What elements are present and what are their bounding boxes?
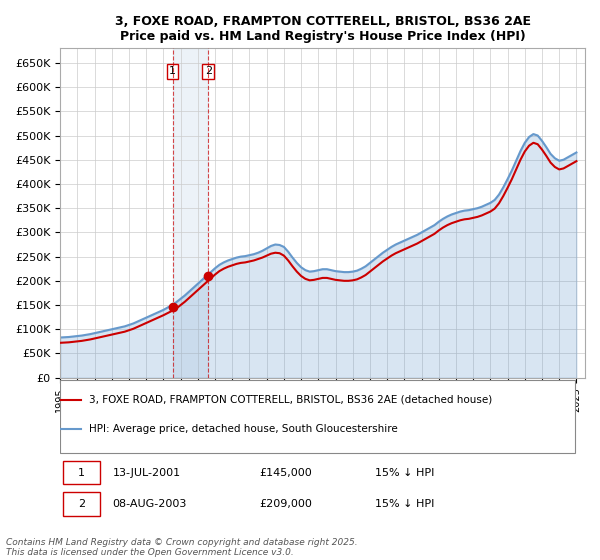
Text: 1: 1 bbox=[78, 468, 85, 478]
Text: Contains HM Land Registry data © Crown copyright and database right 2025.
This d: Contains HM Land Registry data © Crown c… bbox=[6, 538, 358, 557]
FancyBboxPatch shape bbox=[63, 461, 100, 484]
Text: 1: 1 bbox=[169, 67, 176, 76]
Text: 2: 2 bbox=[205, 67, 212, 76]
Text: 3, FOXE ROAD, FRAMPTON COTTERELL, BRISTOL, BS36 2AE (detached house): 3, FOXE ROAD, FRAMPTON COTTERELL, BRISTO… bbox=[89, 395, 493, 405]
FancyBboxPatch shape bbox=[63, 492, 100, 516]
FancyBboxPatch shape bbox=[60, 380, 575, 453]
Title: 3, FOXE ROAD, FRAMPTON COTTERELL, BRISTOL, BS36 2AE
Price paid vs. HM Land Regis: 3, FOXE ROAD, FRAMPTON COTTERELL, BRISTO… bbox=[115, 15, 530, 43]
Text: HPI: Average price, detached house, South Gloucestershire: HPI: Average price, detached house, Sout… bbox=[89, 424, 398, 434]
Text: 08-AUG-2003: 08-AUG-2003 bbox=[113, 499, 187, 509]
Text: 15% ↓ HPI: 15% ↓ HPI bbox=[375, 499, 434, 509]
Bar bbox=[173, 48, 208, 377]
Text: £145,000: £145,000 bbox=[260, 468, 313, 478]
Text: 13-JUL-2001: 13-JUL-2001 bbox=[113, 468, 181, 478]
Text: 2: 2 bbox=[77, 499, 85, 509]
Text: 15% ↓ HPI: 15% ↓ HPI bbox=[375, 468, 434, 478]
Text: £209,000: £209,000 bbox=[260, 499, 313, 509]
